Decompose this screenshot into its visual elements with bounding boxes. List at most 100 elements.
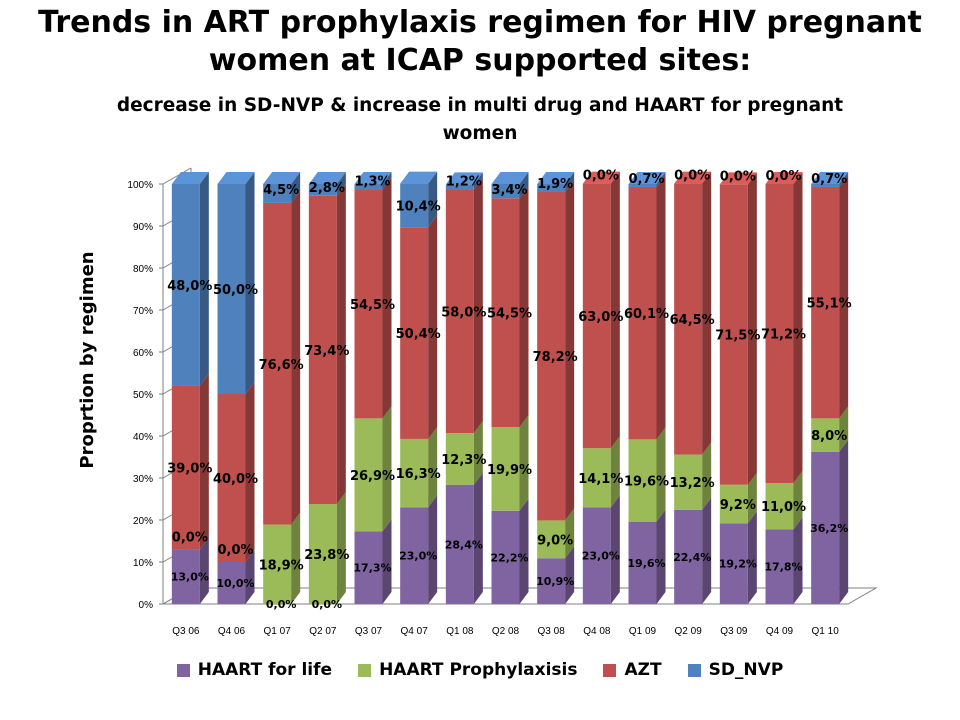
x-tick-label: Q2 07 bbox=[309, 626, 337, 637]
bar-segment-side bbox=[747, 511, 757, 604]
legend-swatch bbox=[687, 663, 701, 677]
legend-label: HAART for life bbox=[197, 660, 333, 680]
chart-legend: HAART for life HAART Prophylaxisis AZT SD_N… bbox=[0, 660, 960, 680]
bar-segment bbox=[445, 184, 474, 190]
bar-segment bbox=[263, 184, 292, 203]
data-label: 0,7% bbox=[811, 172, 847, 187]
bar-segment-side bbox=[519, 415, 529, 511]
bar-segment bbox=[582, 507, 611, 604]
bar-segment-side bbox=[336, 172, 346, 196]
data-label: 11,0% bbox=[761, 500, 806, 515]
data-label: 19,6% bbox=[627, 557, 665, 570]
data-label: 0,0% bbox=[172, 530, 208, 545]
bar-segment bbox=[765, 529, 794, 604]
bar-segment bbox=[765, 184, 794, 484]
bar-segment-side bbox=[245, 382, 255, 562]
data-label: 78,2% bbox=[533, 350, 578, 365]
bar-segment bbox=[765, 483, 794, 530]
bar-top-cap bbox=[674, 171, 712, 184]
bar-segment bbox=[719, 484, 748, 524]
bar-segment-side bbox=[656, 172, 666, 187]
bar-segment bbox=[400, 183, 429, 228]
legend-swatch bbox=[358, 663, 372, 677]
bar-segment-side bbox=[565, 508, 575, 559]
bar-segment-side bbox=[656, 509, 666, 604]
data-label: 14,1% bbox=[578, 472, 623, 487]
bar-segment bbox=[628, 521, 657, 604]
data-label: 22,4% bbox=[673, 551, 711, 564]
bar-segment-side bbox=[565, 172, 575, 192]
bar-segment bbox=[811, 418, 840, 452]
data-label: 23,8% bbox=[304, 548, 349, 563]
data-label: 54,5% bbox=[487, 307, 532, 322]
x-tick-label: Q1 07 bbox=[264, 626, 292, 637]
data-label: 9,0% bbox=[537, 533, 573, 548]
bar-segment-side bbox=[336, 492, 346, 604]
data-label: 73,4% bbox=[304, 344, 349, 359]
data-label: 76,6% bbox=[259, 358, 304, 373]
data-label: 26,9% bbox=[350, 469, 395, 484]
data-label: 3,4% bbox=[491, 183, 527, 198]
legend-label: SD_NVP bbox=[708, 660, 784, 680]
chart-title: Trends in ART prophylaxis regimen for HI… bbox=[0, 4, 960, 80]
data-label: 10,9% bbox=[536, 575, 574, 588]
bar-top-cap bbox=[217, 172, 255, 184]
bar-segment-side bbox=[793, 471, 803, 530]
legend-item: SD_NVP bbox=[687, 660, 784, 680]
bar-top-cap bbox=[628, 172, 666, 184]
bar-segment bbox=[537, 191, 566, 521]
x-tick-label: Q4 08 bbox=[583, 626, 611, 637]
bar-segment bbox=[811, 186, 840, 419]
bar-segment-side bbox=[519, 498, 529, 604]
bar-segment bbox=[674, 509, 703, 604]
chart-subtitle-line-1: decrease in SD-NVP & increase in multi d… bbox=[116, 95, 844, 116]
x-tick-label: Q3 09 bbox=[720, 626, 748, 637]
data-label: 50,0% bbox=[213, 283, 258, 298]
bar-segment-side bbox=[428, 495, 438, 604]
bar-segment bbox=[491, 510, 520, 604]
bar-segment bbox=[217, 394, 246, 562]
y-tick-label: 90% bbox=[133, 222, 153, 233]
bar-top-cap bbox=[765, 172, 803, 184]
bar-segment-side bbox=[199, 373, 209, 550]
legend-label: AZT bbox=[624, 660, 662, 680]
y-tick-depth-line bbox=[162, 167, 192, 185]
bar-segment-side bbox=[565, 179, 575, 521]
bar-segment bbox=[674, 183, 703, 455]
data-label: 12,3% bbox=[441, 453, 486, 468]
bar-segment bbox=[445, 484, 474, 604]
x-tick-label: Q3 06 bbox=[172, 626, 200, 637]
bar-segment bbox=[628, 186, 657, 440]
bar-segment bbox=[445, 433, 474, 485]
data-label: 0,0% bbox=[674, 169, 710, 184]
bar-segment-side bbox=[245, 172, 255, 394]
bar-segment-side bbox=[839, 174, 849, 419]
data-label: 18,9% bbox=[259, 558, 304, 573]
data-label: 17,8% bbox=[764, 561, 802, 574]
bar-segment bbox=[171, 385, 200, 550]
bar-segment bbox=[171, 184, 200, 386]
bar-segment bbox=[217, 562, 246, 604]
data-label: 71,5% bbox=[715, 329, 760, 344]
bar-top-cap bbox=[537, 172, 575, 184]
bar-segment-side bbox=[610, 495, 620, 604]
bar-segment bbox=[400, 507, 429, 604]
bar-segment bbox=[354, 184, 383, 190]
data-label: 23,0% bbox=[582, 550, 620, 563]
x-tick-label: Q1 09 bbox=[629, 626, 657, 637]
bar-segment-side bbox=[656, 427, 666, 522]
bar-segment bbox=[491, 184, 520, 199]
data-label: 60,1% bbox=[624, 307, 669, 322]
bar-segment-side bbox=[336, 183, 346, 505]
bar-segment bbox=[537, 184, 566, 192]
bar-top-cap bbox=[719, 172, 757, 185]
bar-top-cap bbox=[491, 172, 529, 184]
data-label: 1,2% bbox=[446, 174, 482, 189]
data-label: 1,9% bbox=[537, 177, 573, 192]
data-label: 23,0% bbox=[399, 550, 437, 563]
data-label: 0,0% bbox=[312, 598, 343, 611]
data-label: 55,1% bbox=[807, 297, 852, 312]
bar-segment-side bbox=[382, 177, 392, 419]
chart-title-line-1: Trends in ART prophylaxis regimen for HI… bbox=[38, 5, 922, 40]
bar-segment-side bbox=[519, 172, 529, 199]
